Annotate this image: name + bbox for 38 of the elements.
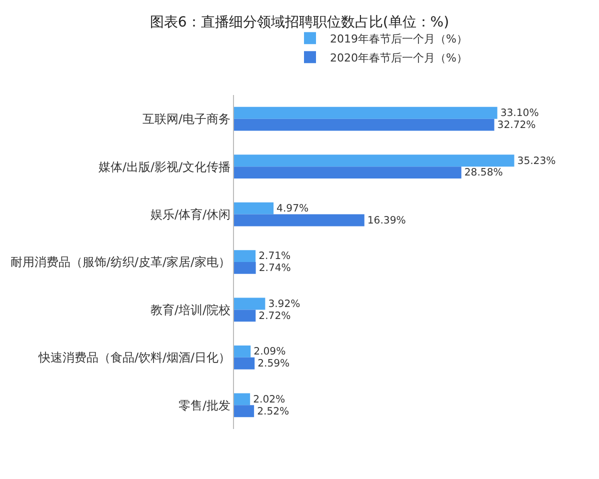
data-label: 28.58% bbox=[464, 168, 504, 179]
bar bbox=[234, 202, 274, 214]
bar bbox=[234, 250, 256, 262]
bar bbox=[234, 154, 514, 167]
data-label: 16.39% bbox=[367, 215, 406, 226]
y-tick-label: 娱乐/体育/休闲 bbox=[150, 207, 231, 222]
y-tick-label: 互联网/电子商务 bbox=[142, 112, 231, 126]
data-label: 32.72% bbox=[497, 120, 536, 132]
bar bbox=[234, 118, 494, 131]
chart-title: 图表6：直播细分领域招聘职位数占比(单位：%) bbox=[150, 14, 450, 31]
bar bbox=[234, 405, 254, 418]
y-tick-label: 快速消费品（食品/饮料/烟酒/日化） bbox=[37, 350, 231, 365]
y-tick-label: 媒体/出版/影视/文化传播 bbox=[98, 160, 231, 174]
data-label: 4.97% bbox=[276, 204, 309, 215]
bar bbox=[234, 166, 462, 178]
bar bbox=[234, 393, 250, 406]
bar bbox=[234, 106, 498, 119]
bar bbox=[234, 214, 364, 226]
y-tick-label: 耐用消费品（服饰/纺织/皮革/家居/家电） bbox=[10, 255, 231, 270]
data-label: 3.92% bbox=[268, 298, 301, 310]
data-label: 2.52% bbox=[257, 406, 290, 418]
bar bbox=[234, 262, 256, 274]
y-tick-label: 教育/培训/院校 bbox=[150, 302, 231, 317]
bar bbox=[234, 357, 255, 370]
data-label: 35.23% bbox=[517, 156, 556, 167]
bar bbox=[234, 298, 266, 310]
data-label: 2.09% bbox=[254, 346, 286, 358]
data-label: 2.71% bbox=[258, 251, 292, 262]
data-label: 33.10% bbox=[500, 108, 540, 120]
data-label: 2.72% bbox=[258, 310, 292, 322]
bar bbox=[234, 346, 251, 358]
data-label: 2.74% bbox=[258, 263, 292, 274]
data-label: 2.02% bbox=[253, 394, 286, 406]
data-label: 2.59% bbox=[258, 358, 290, 370]
y-tick-label: 零售/批发 bbox=[178, 398, 231, 412]
legend-label: 2019年春节后一个月（%） bbox=[330, 32, 468, 46]
legend-label: 2020年春节后一个月（%） bbox=[330, 51, 468, 64]
bar bbox=[234, 310, 256, 322]
